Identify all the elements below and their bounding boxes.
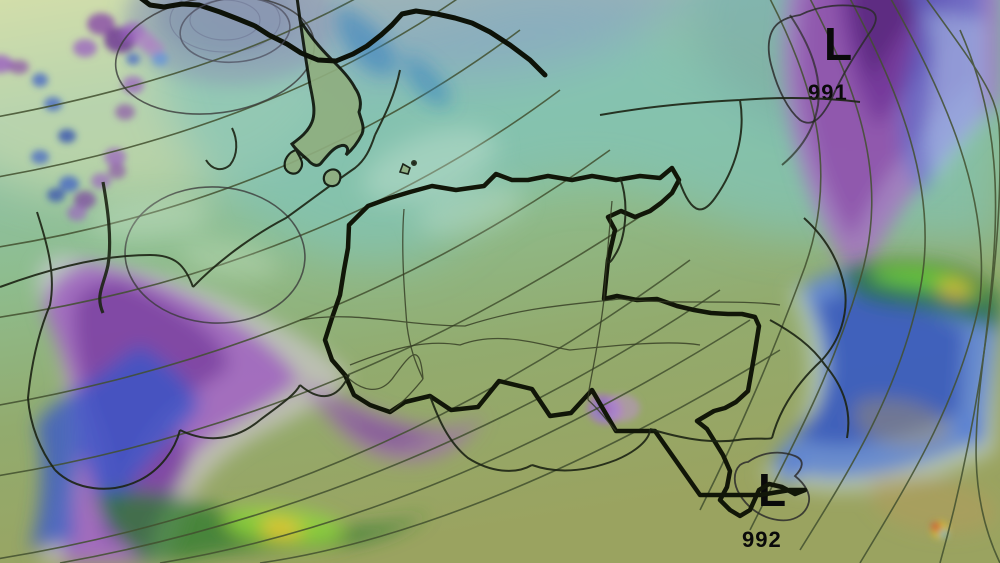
svg-text:991: 991 <box>808 80 848 105</box>
svg-text:992: 992 <box>742 527 782 552</box>
svg-text:L: L <box>824 18 852 70</box>
